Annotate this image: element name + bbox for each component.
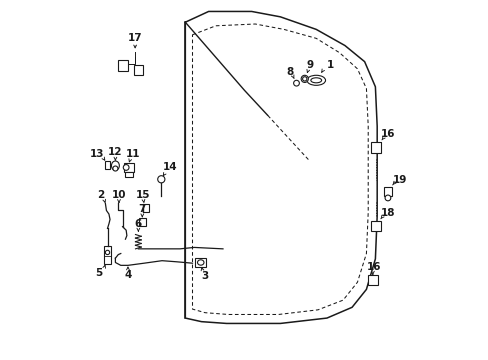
Bar bbox=[104, 161, 110, 168]
Text: 14: 14 bbox=[163, 162, 177, 172]
Bar bbox=[142, 204, 149, 212]
Bar bbox=[134, 64, 143, 75]
Text: 12: 12 bbox=[108, 147, 122, 157]
Bar bbox=[123, 163, 134, 172]
Text: 1: 1 bbox=[326, 60, 333, 70]
Bar bbox=[371, 221, 381, 230]
Text: 6: 6 bbox=[135, 219, 142, 229]
Text: 9: 9 bbox=[305, 60, 313, 70]
Bar bbox=[371, 142, 381, 153]
Circle shape bbox=[113, 166, 118, 171]
Text: 19: 19 bbox=[392, 175, 407, 185]
Text: 13: 13 bbox=[89, 149, 104, 159]
Bar bbox=[367, 275, 377, 285]
Circle shape bbox=[301, 75, 308, 82]
Text: 16: 16 bbox=[366, 262, 381, 272]
Bar bbox=[125, 172, 133, 177]
Text: 4: 4 bbox=[124, 270, 131, 280]
Text: 7: 7 bbox=[138, 204, 146, 215]
Bar bbox=[103, 246, 111, 264]
Ellipse shape bbox=[310, 78, 321, 83]
Text: 8: 8 bbox=[285, 67, 293, 77]
Circle shape bbox=[293, 80, 299, 86]
Text: 5: 5 bbox=[95, 267, 102, 278]
Circle shape bbox=[123, 165, 129, 170]
Bar bbox=[117, 60, 127, 71]
Ellipse shape bbox=[306, 75, 325, 85]
Ellipse shape bbox=[197, 260, 203, 265]
Bar bbox=[139, 219, 145, 226]
Ellipse shape bbox=[111, 161, 119, 170]
Circle shape bbox=[384, 195, 390, 201]
Circle shape bbox=[302, 77, 306, 81]
Text: 3: 3 bbox=[201, 271, 208, 281]
Text: 2: 2 bbox=[97, 190, 104, 200]
Text: 10: 10 bbox=[111, 190, 126, 200]
Text: 16: 16 bbox=[380, 129, 394, 139]
Text: 18: 18 bbox=[380, 208, 394, 218]
Text: 11: 11 bbox=[125, 149, 140, 159]
Text: 15: 15 bbox=[135, 190, 150, 200]
Bar bbox=[195, 258, 206, 267]
Circle shape bbox=[105, 250, 109, 255]
Text: 17: 17 bbox=[127, 33, 142, 43]
Bar bbox=[383, 187, 391, 196]
Circle shape bbox=[158, 176, 164, 183]
